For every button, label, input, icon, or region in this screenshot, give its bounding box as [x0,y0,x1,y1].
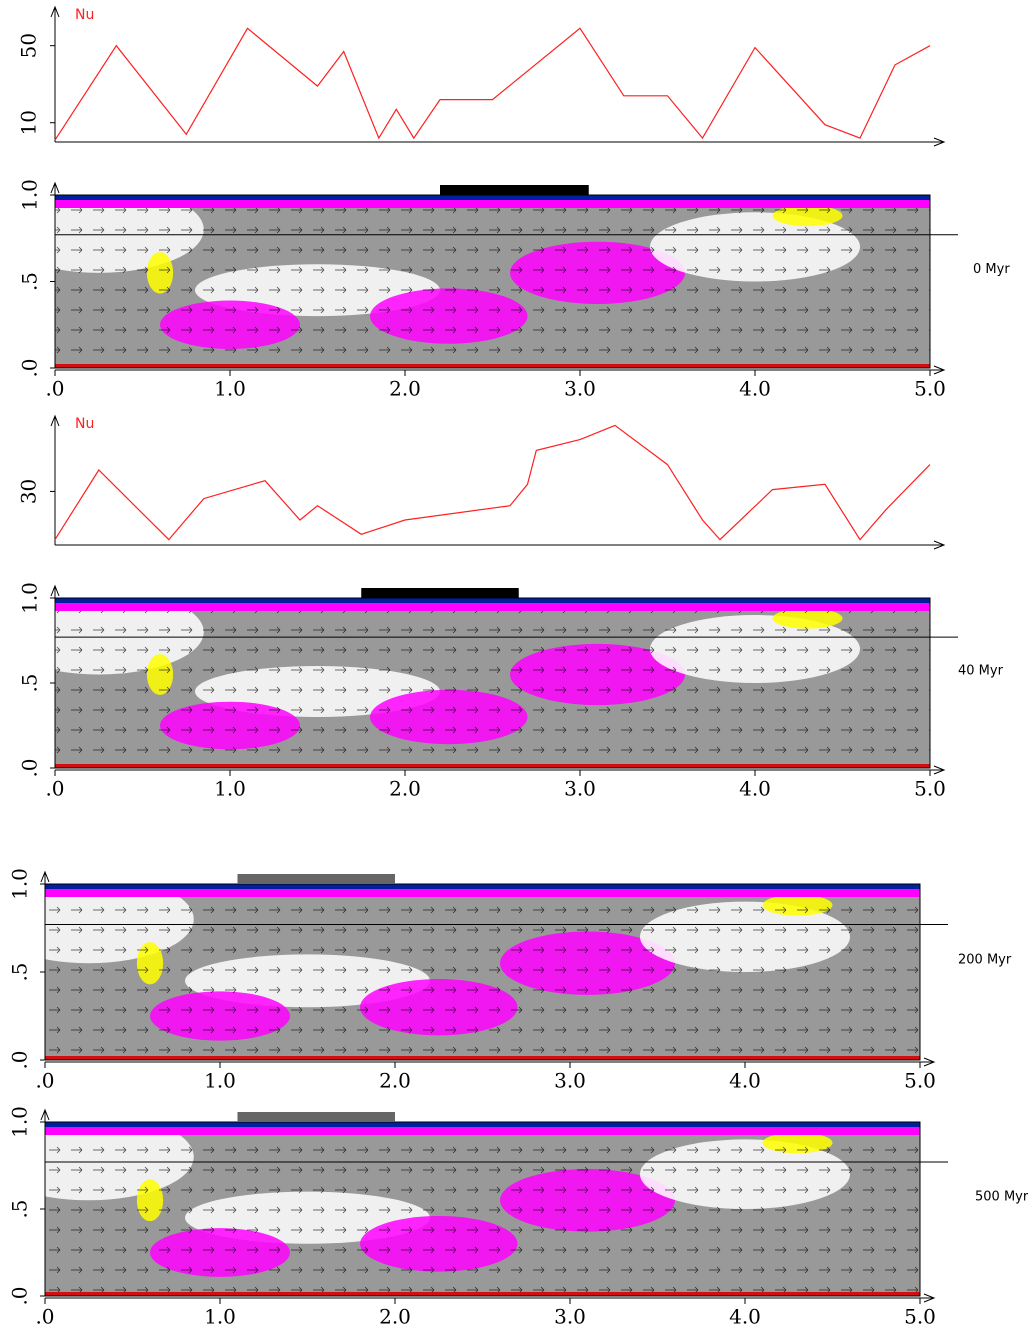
vector-field [45,892,920,1056]
x-tick-label: 2.0 [389,377,421,401]
bottom-boundary [55,364,930,368]
x-axis-arrow [933,765,946,775]
x-tick-label: 5.0 [904,1069,936,1093]
continent [440,185,589,195]
x-tick-label: .0 [35,1069,54,1093]
x-tick-label: 4.0 [739,377,771,401]
continent [237,1112,395,1122]
x-tick-label: 5.0 [914,777,946,801]
series-label: Nu [75,7,94,23]
x-axis-arrow [933,365,946,375]
x-axis-arrow [923,1057,936,1067]
field-panel [0,875,921,1061]
top-boundary [45,1122,920,1127]
y-tick-label: 1.0 [8,1106,32,1138]
top-boundary [45,884,920,889]
y-tick-label: 1.0 [18,179,42,211]
x-tick-label: 3.0 [554,1069,586,1093]
x-tick-label: 2.0 [389,777,421,801]
continent [237,874,395,884]
y-tick-label: .5 [18,272,42,291]
x-tick-label: 2.0 [379,1305,411,1329]
y-tick-label: .5 [8,962,32,981]
time-annotation: 200 Myr [958,953,1012,968]
x-tick-label: 5.0 [914,377,946,401]
top-layer [55,200,930,208]
top-layer [45,1127,920,1135]
x-tick-label: 2.0 [379,1069,411,1093]
x-tick-label: .0 [35,1305,54,1329]
x-tick-label: 3.0 [564,377,596,401]
x-tick-label: 3.0 [564,777,596,801]
nu-line [54,27,931,141]
y-tick-label: .5 [18,673,42,692]
field-panel [0,186,931,369]
bottom-boundary [45,1292,920,1296]
time-annotation: 40 Myr [958,664,1004,679]
y-tick-label: .5 [8,1199,32,1218]
x-tick-label: 1.0 [204,1069,236,1093]
y-axis-arrow [50,414,60,427]
y-axis-arrow [50,5,60,18]
continent [361,588,519,598]
x-tick-label: 4.0 [729,1069,761,1093]
y-axis-arrow [50,584,60,597]
field-panel [0,589,931,769]
y-tick-label: 50 [17,33,41,58]
x-tick-label: 1.0 [214,777,246,801]
y-tick-label: 30 [17,479,41,504]
y-tick-label: 1.0 [18,582,42,614]
y-tick-label: 1.0 [8,868,32,900]
y-tick-label: .0 [18,758,42,777]
x-tick-label: .0 [45,777,64,801]
y-axis-arrow [40,1108,50,1121]
x-tick-label: .0 [45,377,64,401]
series-label: Nu [75,416,94,432]
top-layer [45,889,920,897]
bottom-boundary [45,1056,920,1060]
x-tick-label: 1.0 [204,1305,236,1329]
x-tick-label: 1.0 [214,377,246,401]
x-axis-arrow [933,540,946,550]
x-tick-label: 5.0 [904,1305,936,1329]
x-axis-arrow [923,1293,936,1303]
vector-field [55,203,930,364]
y-tick-label: .0 [8,1050,32,1069]
x-tick-label: 3.0 [554,1305,586,1329]
x-tick-label: 4.0 [729,1305,761,1329]
x-axis-arrow [933,137,946,147]
y-tick-label: 10 [17,110,41,135]
vector-field [45,1130,920,1292]
vector-field [55,606,930,764]
top-boundary [55,195,930,200]
y-axis-arrow [40,870,50,883]
time-annotation: 0 Myr [973,262,1010,277]
time-annotation: 500 Myr [975,1190,1028,1205]
top-layer [55,603,930,611]
bottom-boundary [55,764,930,768]
x-tick-label: 4.0 [739,777,771,801]
field-panel [0,1113,921,1297]
y-axis-arrow [50,181,60,194]
top-boundary [55,598,930,603]
nu-line [54,424,931,541]
y-tick-label: .0 [8,1286,32,1305]
y-tick-label: .0 [18,358,42,377]
